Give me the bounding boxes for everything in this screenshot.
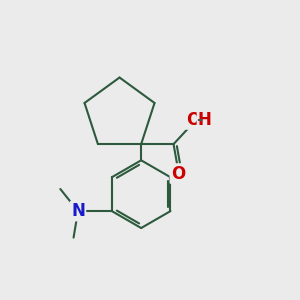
Text: H: H <box>197 111 212 129</box>
Text: -: - <box>196 112 202 128</box>
Text: O: O <box>186 111 200 129</box>
Text: N: N <box>71 202 85 220</box>
Text: O: O <box>171 165 185 183</box>
